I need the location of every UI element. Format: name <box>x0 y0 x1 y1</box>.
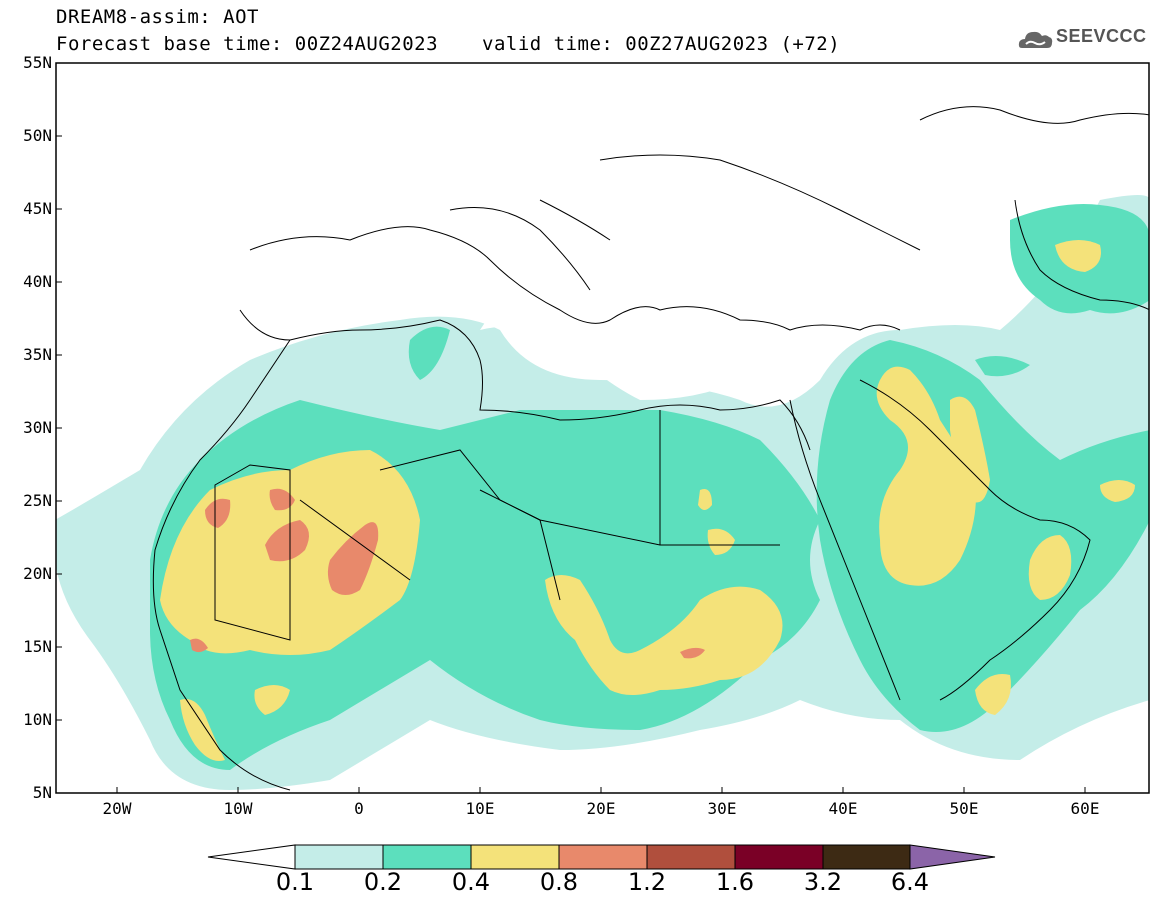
map-title: DREAM8-assim: AOT <box>56 6 259 28</box>
lat-label: 35N <box>23 345 52 364</box>
colorbar-label: 3.2 <box>803 868 843 896</box>
coastlines <box>152 106 1149 791</box>
lon-label: 10W <box>223 799 253 818</box>
lat-label: 55N <box>23 53 52 72</box>
colorbar-label: 0.8 <box>539 868 579 896</box>
aot-field <box>56 195 1149 790</box>
lat-label: 20N <box>23 564 52 583</box>
colorbar-label: 1.2 <box>627 868 667 896</box>
colorbar-label: 0.1 <box>275 868 315 896</box>
logo-text: SEEVCCC <box>1056 26 1147 46</box>
lon-label: 20W <box>102 799 132 818</box>
colorbar-label: 6.4 <box>890 868 930 896</box>
lat-label: 10N <box>23 710 52 729</box>
valid-time: valid time: 00Z27AUG2023 (+72) <box>482 33 841 55</box>
colorbar-bin <box>734 844 824 870</box>
lat-label: 25N <box>23 491 52 510</box>
lat-label: 30N <box>23 418 52 437</box>
colorbar-low-arrow <box>207 844 296 870</box>
colorbar-label: 1.6 <box>715 868 755 896</box>
lon-label: 10E <box>465 799 495 818</box>
lon-label: 50E <box>949 799 979 818</box>
colorbar-bin <box>294 844 384 870</box>
lon-label: 60E <box>1070 799 1100 818</box>
colorbar-label: 0.2 <box>363 868 403 896</box>
lon-label: 40E <box>828 799 858 818</box>
colorbar <box>207 844 996 870</box>
forecast-base-time: Forecast base time: 00Z24AUG2023 <box>56 33 439 55</box>
colorbar-bin <box>558 844 648 870</box>
colorbar-bin <box>382 844 472 870</box>
cloud-logo-icon <box>1018 31 1053 48</box>
lat-label: 5N <box>32 783 52 802</box>
lat-label: 15N <box>23 637 52 656</box>
lon-label: 0 <box>354 799 364 818</box>
colorbar-bin <box>646 844 736 870</box>
lon-label: 20E <box>586 799 616 818</box>
colorbar-label: 0.4 <box>451 868 491 896</box>
lat-label: 40N <box>23 272 52 291</box>
lon-label: 30E <box>707 799 737 818</box>
axis-ticks <box>56 62 1086 793</box>
colorbar-bin <box>822 844 911 870</box>
lat-label: 45N <box>23 199 52 218</box>
colorbar-high-arrow <box>909 844 996 870</box>
lat-label: 50N <box>23 126 52 145</box>
colorbar-bin <box>470 844 560 870</box>
